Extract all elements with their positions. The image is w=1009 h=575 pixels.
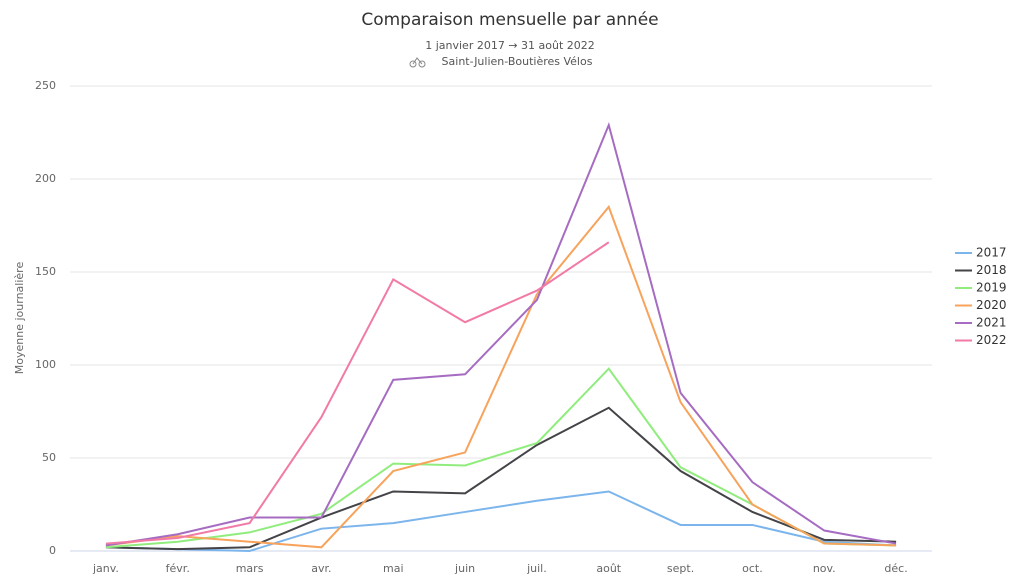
series-line	[105, 406, 897, 551]
x-tick-label: janv.	[92, 562, 119, 575]
x-tick-label: août	[596, 562, 621, 575]
x-tick-label: nov.	[813, 562, 836, 575]
series-line	[105, 204, 897, 549]
bike-icon	[409, 57, 426, 68]
legend-label: 2020	[976, 298, 1007, 312]
chart-title: Comparaison mensuelle par année	[361, 10, 658, 30]
legend-label: 2019	[976, 281, 1007, 295]
legend-label: 2021	[976, 316, 1007, 330]
y-tick-label: 50	[42, 451, 56, 464]
x-tick-label: mai	[383, 562, 404, 575]
y-tick-label: 150	[35, 265, 56, 278]
x-tick-label: mars	[236, 562, 264, 575]
y-tick-label: 200	[35, 172, 56, 185]
x-tick-label: févr.	[166, 562, 190, 575]
series-line	[105, 490, 897, 553]
x-tick-label: juin	[454, 562, 475, 575]
chart-subtitle: 1 janvier 2017 → 31 août 2022	[425, 39, 595, 52]
y-tick-label: 100	[35, 358, 56, 371]
x-tick-label: déc.	[884, 562, 907, 575]
x-tick-label: oct.	[742, 562, 763, 575]
y-axis-label: Moyenne journalière	[13, 262, 26, 375]
x-tick-label: juil.	[526, 562, 547, 575]
y-tick-label: 250	[35, 79, 56, 92]
y-tick-label: 0	[49, 544, 56, 557]
legend-label: 2022	[976, 333, 1007, 347]
legend-label: 2017	[976, 246, 1007, 260]
series-line	[105, 121, 897, 547]
x-tick-label: avr.	[311, 562, 331, 575]
chart-subtitle-2: Saint-Julien-Boutières Vélos	[442, 55, 593, 68]
legend-label: 2018	[976, 263, 1007, 277]
series-line	[105, 241, 610, 545]
x-tick-label: sept.	[667, 562, 694, 575]
